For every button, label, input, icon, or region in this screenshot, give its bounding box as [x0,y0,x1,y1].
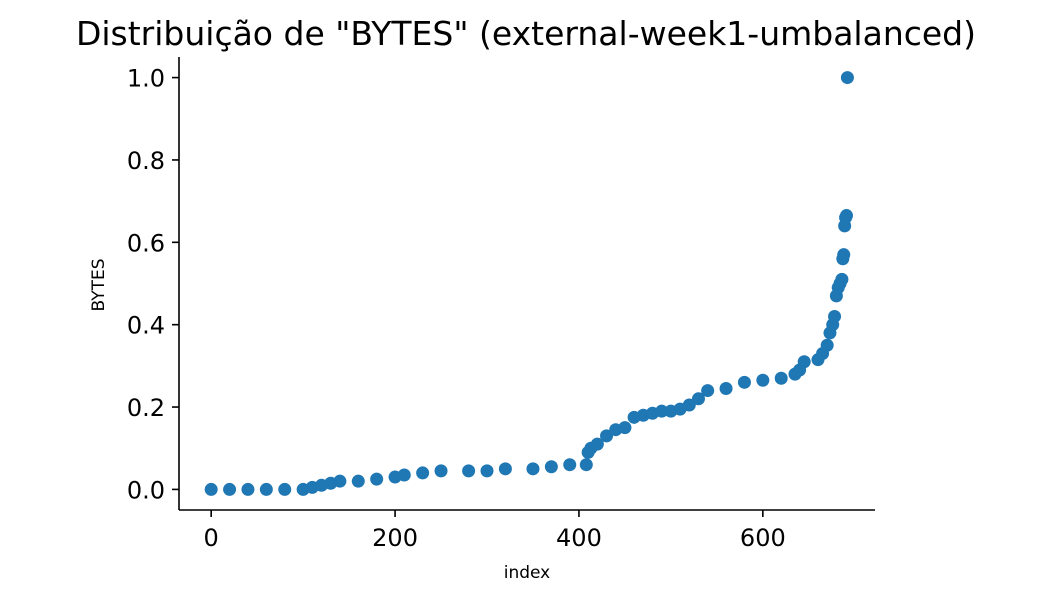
data-point [462,464,476,478]
data-point [797,355,811,369]
data-point [278,482,292,496]
data-point [839,209,853,223]
data-point [655,404,669,418]
data-point [828,309,842,323]
data-point [682,398,696,412]
data-point [498,462,512,476]
plot-area [204,71,854,496]
x-tick-label: 200 [372,524,418,552]
data-point [691,392,705,406]
y-axis-ticks: 0.0 0.2 0.4 0.6 0.8 1.0 [127,65,179,504]
data-point [579,458,593,472]
data-point [480,464,494,478]
data-point [600,429,614,443]
data-point [618,421,632,435]
data-point [774,371,788,385]
x-axis-ticks: 0 200 400 600 [204,510,786,552]
data-point [563,458,577,472]
data-point [840,71,854,85]
x-tick-label: 600 [740,524,786,552]
data-point [820,338,834,352]
y-tick-label: 0.8 [127,147,165,175]
data-point [701,384,715,398]
data-point [837,248,851,262]
x-tick-label: 0 [204,524,219,552]
data-point [544,460,558,474]
data-point [333,474,347,488]
data-point [737,375,751,389]
y-tick-label: 0.0 [127,476,165,504]
data-point [370,472,384,486]
y-tick-label: 0.6 [127,229,165,257]
data-point [351,474,365,488]
data-point [719,382,733,396]
data-point [835,272,849,286]
data-point [259,482,273,496]
x-axis-label: index [504,563,551,583]
data-point [590,437,604,451]
data-point [756,373,770,387]
x-tick-label: 400 [556,524,602,552]
y-axis-label: BYTES [89,258,109,311]
data-point [416,466,430,480]
y-tick-label: 1.0 [127,65,165,93]
chart-title: Distribuição de "BYTES" (external-week1-… [76,14,976,53]
data-point [204,482,218,496]
y-tick-label: 0.2 [127,394,165,422]
data-point [223,482,237,496]
data-point [434,464,448,478]
data-point [397,468,411,482]
data-point [526,462,540,476]
y-tick-label: 0.4 [127,312,165,340]
data-point [241,482,255,496]
